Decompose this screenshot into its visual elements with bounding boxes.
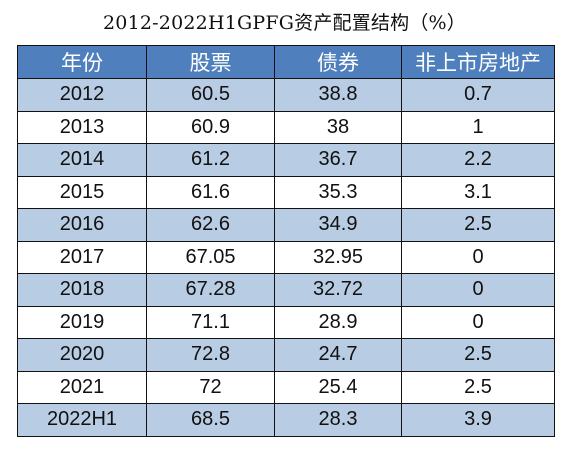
stocks-cell: 68.5 bbox=[146, 403, 275, 437]
year-cell: 2016 bbox=[17, 208, 147, 242]
stocks-cell: 71.1 bbox=[146, 305, 275, 339]
stocks-cell: 60.9 bbox=[146, 110, 275, 144]
bonds-cell: 32.95 bbox=[274, 240, 402, 274]
table-row: 2019 71.1 28.9 0 bbox=[17, 305, 555, 339]
table-row: 2014 61.2 36.7 2.2 bbox=[17, 143, 555, 177]
year-cell: 2022H1 bbox=[17, 403, 147, 437]
table-row: 2015 61.6 35.3 3.1 bbox=[17, 175, 555, 209]
year-cell: 2014 bbox=[17, 143, 147, 177]
unlisted-real-estate-cell: 1 bbox=[401, 110, 555, 144]
unlisted-real-estate-cell: 0 bbox=[401, 305, 555, 339]
table-row: 2018 67.28 32.72 0 bbox=[17, 273, 555, 307]
year-cell: 2012 bbox=[17, 78, 147, 112]
stocks-cell: 61.2 bbox=[146, 143, 275, 177]
bonds-cell: 28.3 bbox=[274, 403, 402, 437]
stocks-cell: 67.05 bbox=[146, 240, 275, 274]
column-header-unlisted-real-estate: 非上市房地产 bbox=[401, 45, 555, 79]
unlisted-real-estate-cell: 2.2 bbox=[401, 143, 555, 177]
stocks-cell: 67.28 bbox=[146, 273, 275, 307]
table-row: 2021 72 25.4 2.5 bbox=[17, 370, 555, 404]
unlisted-real-estate-cell: 2.5 bbox=[401, 208, 555, 242]
bonds-cell: 28.9 bbox=[274, 305, 402, 339]
table-row: 2016 62.6 34.9 2.5 bbox=[17, 208, 555, 242]
column-header-stocks: 股票 bbox=[146, 45, 275, 79]
unlisted-real-estate-cell: 3.9 bbox=[401, 403, 555, 437]
column-header-year: 年份 bbox=[17, 45, 147, 79]
table-header: 年份 股票 债券 非上市房地产 bbox=[17, 45, 555, 79]
bonds-cell: 24.7 bbox=[274, 338, 402, 372]
table-body: 2012 60.5 38.8 0.7 2013 60.9 38 1 2014 61.2 36.7 2.… bbox=[17, 78, 555, 437]
bonds-cell: 38.8 bbox=[274, 78, 402, 112]
bonds-cell: 34.9 bbox=[274, 208, 402, 242]
year-cell: 2020 bbox=[17, 338, 147, 372]
table-row: 2022H1 68.5 28.3 3.9 bbox=[17, 403, 555, 437]
unlisted-real-estate-cell: 0.7 bbox=[401, 78, 555, 112]
header-row: 年份 股票 债券 非上市房地产 bbox=[17, 45, 555, 79]
unlisted-real-estate-cell: 0 bbox=[401, 273, 555, 307]
year-cell: 2018 bbox=[17, 273, 147, 307]
stocks-cell: 72 bbox=[146, 370, 275, 404]
year-cell: 2013 bbox=[17, 110, 147, 144]
bonds-cell: 25.4 bbox=[274, 370, 402, 404]
unlisted-real-estate-cell: 3.1 bbox=[401, 175, 555, 209]
bonds-cell: 36.7 bbox=[274, 143, 402, 177]
year-cell: 2021 bbox=[17, 370, 147, 404]
stocks-cell: 60.5 bbox=[146, 78, 275, 112]
bonds-cell: 35.3 bbox=[274, 175, 402, 209]
year-cell: 2015 bbox=[17, 175, 147, 209]
stocks-cell: 72.8 bbox=[146, 338, 275, 372]
bonds-cell: 38 bbox=[274, 110, 402, 144]
year-cell: 2017 bbox=[17, 240, 147, 274]
stocks-cell: 62.6 bbox=[146, 208, 275, 242]
table-row: 2012 60.5 38.8 0.7 bbox=[17, 78, 555, 112]
asset-allocation-table: 年份 股票 债券 非上市房地产 2012 60.5 38.8 0.7 2013 60.9 3… bbox=[17, 45, 555, 437]
year-cell: 2019 bbox=[17, 305, 147, 339]
column-header-bonds: 债券 bbox=[274, 45, 402, 79]
unlisted-real-estate-cell: 2.5 bbox=[401, 370, 555, 404]
table-row: 2013 60.9 38 1 bbox=[17, 110, 555, 144]
unlisted-real-estate-cell: 0 bbox=[401, 240, 555, 274]
bonds-cell: 32.72 bbox=[274, 273, 402, 307]
table-title: 2012-2022H1GPFG资产配置结构（%） bbox=[103, 12, 466, 34]
table-row: 2017 67.05 32.95 0 bbox=[17, 240, 555, 274]
table-row: 2020 72.8 24.7 2.5 bbox=[17, 338, 555, 372]
unlisted-real-estate-cell: 2.5 bbox=[401, 338, 555, 372]
stocks-cell: 61.6 bbox=[146, 175, 275, 209]
